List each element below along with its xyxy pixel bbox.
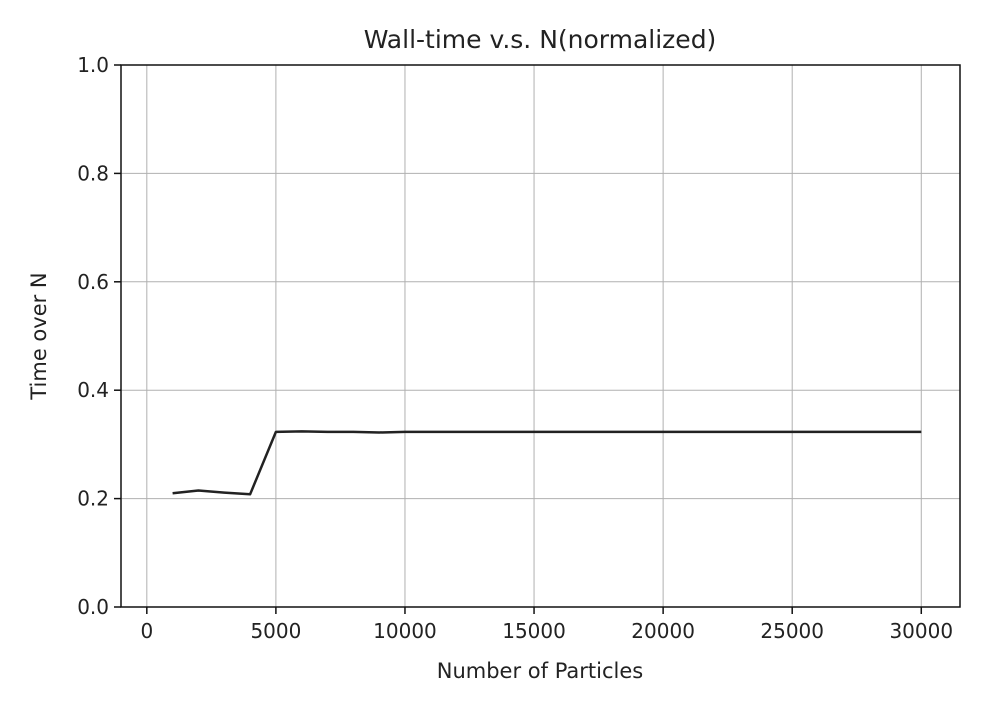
series-layer [172, 430, 922, 496]
x-tick-label: 15000 [502, 619, 566, 643]
x-tick-label: 10000 [373, 619, 437, 643]
y-tick-label: 0.0 [77, 595, 109, 619]
y-tick-label: 0.8 [77, 161, 109, 185]
x-tick-label: 0 [140, 619, 153, 643]
x-axis-ticks: 0 5000 10000 15000 20000 25000 30000 [140, 607, 953, 643]
x-tick-label: 25000 [760, 619, 824, 643]
y-tick-label: 0.6 [77, 270, 109, 294]
y-tick-label: 0.2 [77, 487, 109, 511]
y-tick-label: 1.0 [77, 53, 109, 77]
plot-frame [120, 64, 961, 608]
x-tick-label: 30000 [889, 619, 953, 643]
x-tick-label: 20000 [631, 619, 695, 643]
y-axis-title: Time over N [27, 272, 51, 400]
gridlines [121, 64, 960, 608]
y-axis-ticks: 0.0 0.2 0.4 0.6 0.8 1.0 [77, 53, 121, 619]
chart-title: Wall-time v.s. N(normalized) [364, 25, 717, 54]
x-tick-label: 5000 [250, 619, 301, 643]
x-axis-title: Number of Particles [437, 659, 643, 683]
series-line [172, 430, 922, 496]
y-tick-label: 0.4 [77, 378, 109, 402]
